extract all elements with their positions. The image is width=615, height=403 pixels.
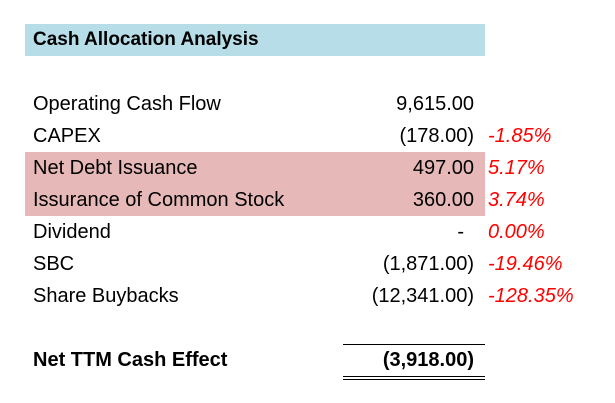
row-value: -	[457, 221, 464, 243]
row-operating-cash-flow[interactable]: Operating Cash Flow 9,615.00	[0, 88, 615, 120]
total-label: Net TTM Cash Effect	[33, 349, 228, 371]
row-percent: 5.17%	[488, 157, 545, 179]
row-label: SBC	[33, 253, 75, 275]
title-cell-fill	[25, 24, 485, 56]
row-label: Dividend	[33, 221, 111, 243]
row-issuance-of-common-stock[interactable]: Issurance of Common Stock 360.00 3.74%	[0, 184, 615, 216]
row-value: 497.00	[412, 157, 474, 179]
row-percent: 0.00%	[488, 221, 545, 243]
row-share-buybacks[interactable]: Share Buybacks (12,341.00) -128.35%	[0, 280, 615, 312]
row-value: 360.00	[412, 189, 474, 211]
row-percent: -1.85%	[488, 125, 552, 147]
total-double-underline	[343, 376, 485, 380]
highlight-fill	[25, 152, 485, 184]
row-net-debt-issuance[interactable]: Net Debt Issuance 497.00 5.17%	[0, 152, 615, 184]
row-value: (1,871.00)	[382, 253, 474, 275]
row-label: Share Buybacks	[33, 285, 179, 307]
row-dividend[interactable]: Dividend - 0.00%	[0, 216, 615, 248]
row-percent: -128.35%	[488, 285, 574, 307]
row-capex[interactable]: CAPEX (178.00) -1.85%	[0, 120, 615, 152]
highlight-fill	[25, 184, 485, 216]
total-top-border	[343, 344, 485, 345]
row-percent: 3.74%	[488, 189, 545, 211]
row-value: (12,341.00)	[371, 285, 474, 307]
row-percent: -19.46%	[488, 253, 563, 275]
row-net-ttm-cash-effect[interactable]: Net TTM Cash Effect (3,918.00)	[0, 344, 615, 376]
row-value: (178.00)	[399, 125, 475, 147]
sheet-title[interactable]: Cash Allocation Analysis	[33, 29, 259, 50]
row-label: Issurance of Common Stock	[33, 189, 285, 211]
row-label: CAPEX	[33, 125, 101, 147]
row-label: Operating Cash Flow	[33, 93, 221, 115]
row-value: 9,615.00	[396, 93, 474, 115]
row-sbc[interactable]: SBC (1,871.00) -19.46%	[0, 248, 615, 280]
total-value: (3,918.00)	[382, 349, 474, 371]
row-label: Net Debt Issuance	[33, 157, 198, 179]
